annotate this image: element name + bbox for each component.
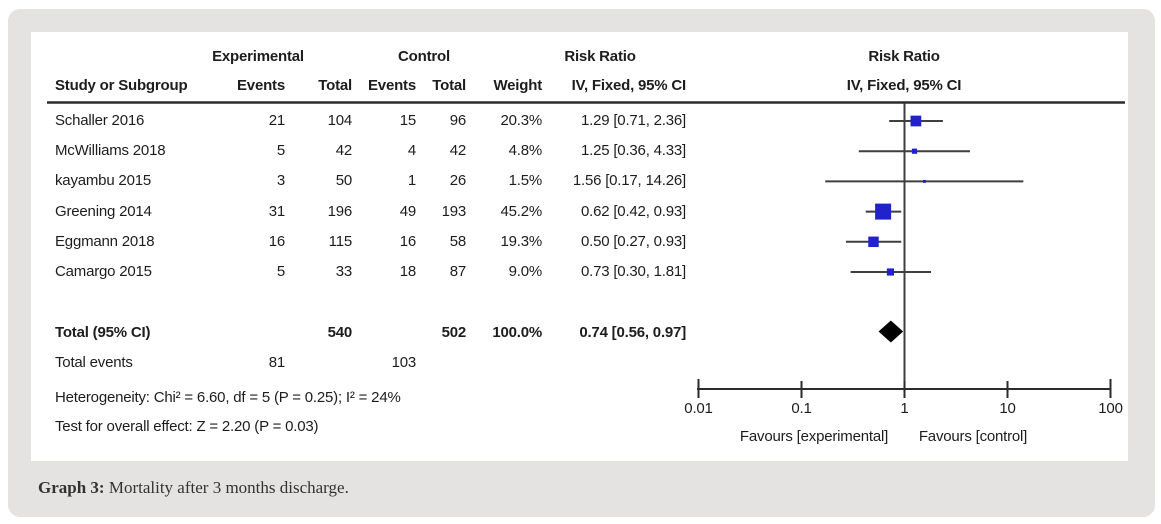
x-axis-tick-label: 10 [999,400,1016,417]
total-weight: 100.0% [492,324,542,341]
cell-ctrl-total: 96 [449,112,467,129]
plot-header-risk-ratio: Risk Ratio [868,48,940,65]
cell-ctrl-events: 1 [407,172,416,190]
group-header-control: Control [398,48,450,65]
x-axis-tick-label: 0.1 [791,400,812,417]
column-header-exp-events: Events [237,77,285,94]
total-row-label: Total (95% CI) [55,324,151,341]
pooled-diamond [878,320,904,343]
plot-header-iv-fixed: IV, Fixed, 95% CI [846,77,962,94]
cell-exp-events: 21 [268,112,286,129]
cell-rr-ci: 1.56 [0.17, 14.26] [572,172,686,190]
cell-ctrl-events: 16 [399,232,417,250]
total-ctrl-total: 502 [441,324,467,341]
effect-square [868,236,879,248]
axis-label-favours-control: Favours [control] [918,428,1028,445]
cell-rr-ci: 1.29 [0.71, 2.36] [580,112,686,129]
study-name: Schaller 2016 [55,112,145,129]
study-name: McWilliams 2018 [55,142,166,160]
cell-weight: 20.3% [500,112,542,129]
cell-exp-events: 3 [276,172,285,190]
cell-exp-total: 42 [335,142,353,160]
cell-weight: 1.5% [508,172,543,190]
column-header-ctrl-total: Total [432,77,466,94]
axis-label-favours-experimental: Favours [experimental] [739,428,889,445]
cell-ctrl-events: 49 [399,202,417,220]
cell-rr-ci: 1.25 [0.36, 4.33] [580,142,686,160]
x-axis-tick-label: 100 [1098,400,1123,417]
cell-exp-total: 196 [327,202,353,220]
total-rr-ci: 0.74 [0.56, 0.97] [579,324,686,341]
overall-effect-stats: Test for overall effect: Z = 2.20 (P = 0… [55,418,319,435]
group-header-experimental: Experimental [212,48,304,65]
cell-ctrl-total: 42 [449,142,467,160]
study-name: Greening 2014 [55,202,152,220]
cell-exp-total: 33 [335,263,353,280]
x-axis-tick-label: 0.01 [684,400,713,417]
cell-exp-events: 5 [276,142,285,160]
effect-square [910,115,922,127]
total-events-exp: 81 [268,354,286,371]
effect-square [922,179,926,183]
cell-weight: 4.8% [508,142,543,160]
cell-exp-events: 5 [276,263,285,280]
heterogeneity-stats: Heterogeneity: Chi² = 6.60, df = 5 (P = … [55,389,401,406]
cell-exp-events: 31 [268,202,286,220]
cell-rr-ci: 0.73 [0.30, 1.81] [580,263,686,280]
study-name: Eggmann 2018 [55,232,155,250]
cell-rr-ci: 0.50 [0.27, 0.93] [580,232,686,250]
study-name: Camargo 2015 [55,263,152,280]
cell-ctrl-events: 18 [399,263,417,280]
cell-ctrl-total: 87 [449,263,467,280]
column-header-study: Study or Subgroup [55,77,188,94]
total-exp-total: 540 [327,324,353,341]
cell-weight: 9.0% [508,263,543,280]
cell-weight: 45.2% [500,202,542,220]
cell-ctrl-total: 58 [449,232,467,250]
study-name: kayambu 2015 [55,172,152,190]
cell-ctrl-total: 193 [441,202,467,220]
cell-weight: 19.3% [500,232,542,250]
total-events-label: Total events [55,354,133,371]
cell-ctrl-events: 15 [399,112,417,129]
cell-exp-total: 115 [328,232,353,250]
cell-exp-total: 104 [327,112,353,129]
caption-label: Graph 3: [38,478,105,497]
caption-text: Mortality after 3 months discharge. [104,478,349,497]
cell-exp-events: 16 [268,232,286,250]
cell-ctrl-events: 4 [407,142,416,160]
column-header-ctrl-events: Events [368,77,416,94]
figure-caption: Graph 3: Mortality after 3 months discha… [38,477,349,499]
total-events-ctrl: 103 [391,354,417,371]
effect-square [875,203,892,220]
cell-ctrl-total: 26 [449,172,467,190]
effect-square [886,268,894,276]
effect-square [911,148,918,154]
column-header-weight: Weight [493,77,542,94]
x-axis-tick-label: 1 [900,400,909,417]
cell-exp-total: 50 [335,172,353,190]
cell-rr-ci: 0.62 [0.42, 0.93] [580,202,686,220]
column-header-iv-fixed: IV, Fixed, 95% CI [571,77,687,94]
column-header-exp-total: Total [318,77,352,94]
column-header-risk-ratio: Risk Ratio [564,48,636,65]
